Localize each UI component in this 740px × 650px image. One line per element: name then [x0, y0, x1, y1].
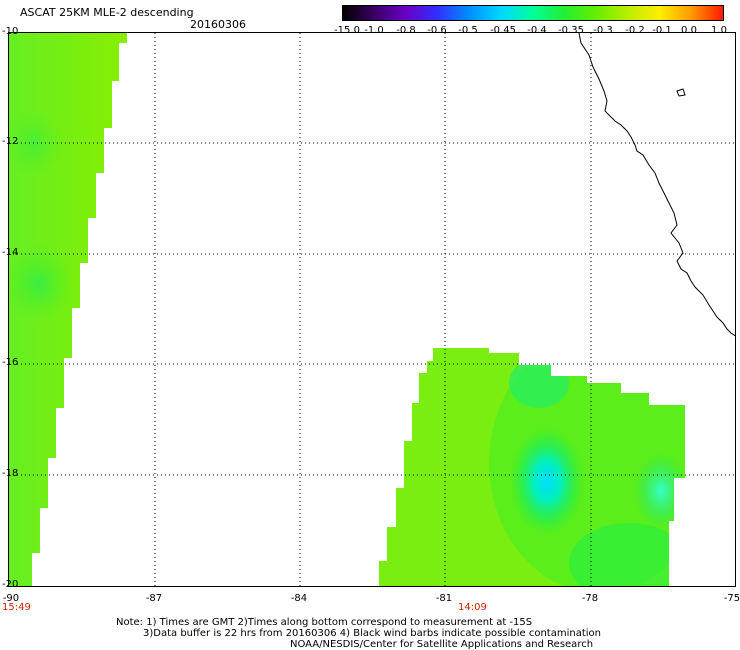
right-swath-patch [633, 451, 685, 531]
right-swath-patch [569, 523, 685, 586]
color-scale-label: -0.4 [527, 25, 547, 36]
y-axis-label: -14 [2, 247, 19, 258]
y-axis-label: -18 [2, 468, 19, 479]
color-scale-label: -0.3 [593, 25, 613, 36]
color-scale-label: 1.0 [711, 25, 727, 36]
color-scale-label: -0.6 [427, 25, 447, 36]
grid-lines [9, 33, 735, 586]
note-line: Note: 1) Times are GMT 2)Times along bot… [116, 617, 533, 628]
map-frame [8, 32, 736, 587]
color-scale-label: 0.0 [681, 25, 697, 36]
color-scale-label: -0.5 [458, 25, 478, 36]
y-axis-label: -10 [2, 26, 19, 37]
left-swath-patch [9, 108, 64, 178]
x-axis-label: -90 [2, 593, 20, 604]
coastline [578, 33, 735, 337]
x-axis-label: -87 [145, 593, 163, 604]
y-axis-label: -16 [2, 357, 19, 368]
map-canvas [9, 33, 735, 586]
x-axis-label: -84 [290, 593, 308, 604]
right-swath-patch [509, 426, 585, 536]
time-label: 14:09 [458, 602, 487, 613]
color-scale-label: -0.45 [490, 25, 516, 36]
x-axis-label: -78 [581, 593, 599, 604]
color-scale-label: -0.35 [558, 25, 584, 36]
color-scale-label: -0.8 [396, 25, 416, 36]
map-title: ASCAT 25KM MLE-2 descending [20, 6, 194, 19]
y-axis-label: -20 [2, 579, 19, 590]
note-line: 3)Data buffer is 22 hrs from 20160306 4)… [143, 628, 601, 639]
y-axis-label: -12 [2, 136, 19, 147]
island [676, 88, 686, 97]
x-axis-label: -75 [723, 593, 740, 604]
color-scale-label: -0.2 [625, 25, 645, 36]
color-scale-label: -1.0 [364, 25, 384, 36]
time-label: 15:49 [2, 602, 31, 613]
credit-line: NOAA/NESDIS/Center for Satellite Applica… [290, 639, 594, 650]
color-scale-bar [342, 5, 724, 21]
color-scale-label: -15.0 [334, 25, 360, 36]
right-swath-patch [509, 358, 569, 408]
color-scale-label: -0.1 [652, 25, 672, 36]
map-date: 20160306 [190, 18, 246, 31]
x-axis-label: -81 [435, 593, 453, 604]
left-swath-patch [9, 243, 74, 323]
